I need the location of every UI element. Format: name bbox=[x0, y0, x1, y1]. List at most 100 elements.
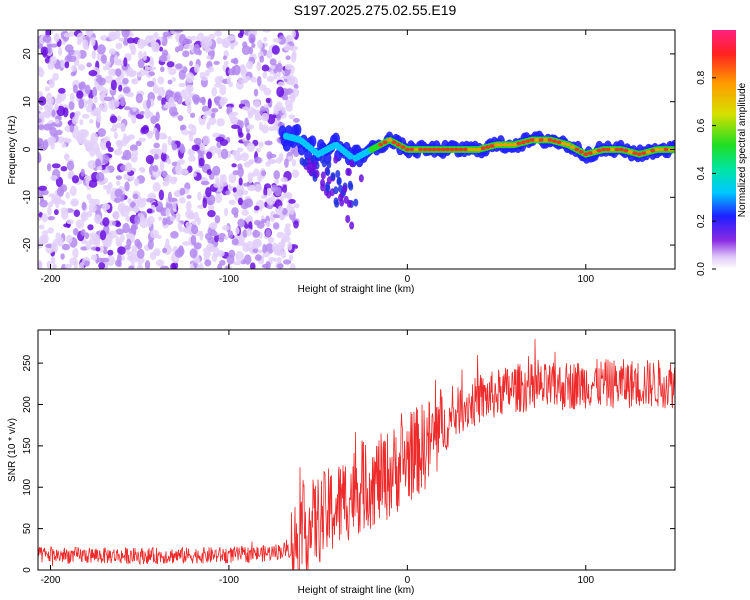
spectrogram-noise-blob bbox=[117, 246, 126, 255]
spectrogram-noise-blob bbox=[52, 72, 59, 81]
chart-title: S197.2025.275.02.55.E19 bbox=[293, 2, 457, 18]
spectrogram-noise-blob bbox=[289, 263, 296, 269]
spectrogram-ridge-core bbox=[552, 139, 558, 143]
spectrogram-noise-blob bbox=[173, 190, 182, 197]
spectrogram-noise-blob bbox=[157, 86, 165, 98]
spectrogram-noise-blob bbox=[133, 178, 140, 187]
spectrogram-noise-blob bbox=[240, 152, 249, 162]
spectrogram-noise-blob bbox=[108, 230, 118, 239]
spectrogram-noise-blob bbox=[275, 101, 283, 112]
spectrogram-tail-blob bbox=[347, 180, 353, 189]
spectrogram-noise-blob bbox=[252, 248, 259, 253]
spectrogram-ridge-core bbox=[614, 147, 620, 152]
spectrogram-noise-blob bbox=[286, 155, 293, 162]
spectrogram-noise-blob bbox=[261, 112, 270, 122]
spectrogram-noise-blob bbox=[211, 253, 218, 263]
spectrogram-tail-blob bbox=[343, 195, 349, 204]
spectrogram-noise-blob bbox=[231, 163, 237, 168]
spectrogram-noise-blob bbox=[209, 230, 218, 237]
spectrogram-ridge-core bbox=[462, 147, 468, 152]
spectrogram-tail-blob bbox=[325, 168, 331, 177]
spectrogram-noise-blob bbox=[264, 140, 273, 146]
spectrogram-noise-blob bbox=[140, 126, 149, 135]
spectrogram-noise-blob bbox=[80, 229, 86, 237]
spectrogram-noise-blob bbox=[60, 253, 65, 260]
spectrogram-noise-blob bbox=[103, 136, 111, 143]
spectrogram-noise-blob bbox=[228, 173, 237, 184]
spectrogram-noise-blob bbox=[210, 112, 216, 119]
spectrogram-noise-blob bbox=[38, 152, 42, 163]
snr-x-tick-label: -100 bbox=[219, 575, 239, 586]
spectrogram-noise-blob bbox=[57, 136, 65, 144]
spectrogram-noise-blob bbox=[291, 159, 297, 167]
spectrogram-noise-blob bbox=[109, 115, 118, 124]
spectrogram-noise-blob bbox=[117, 140, 123, 151]
spectrogram-noise-blob bbox=[137, 248, 145, 259]
spectrogram-noise-blob bbox=[280, 177, 288, 183]
spectrogram-noise-blob bbox=[167, 135, 172, 146]
spectrogram-x-tick-label: -100 bbox=[219, 274, 239, 285]
spectrogram-noise-blob bbox=[86, 193, 92, 201]
spectrogram-noise-blob bbox=[38, 118, 42, 124]
spectrogram-noise-blob bbox=[208, 204, 215, 211]
spectrogram-noise-blob bbox=[259, 55, 265, 63]
spectrogram-noise-blob bbox=[38, 224, 45, 230]
spectrogram-noise-blob bbox=[208, 116, 217, 126]
spectrogram-noise-blob bbox=[232, 187, 237, 193]
spectrogram-noise-blob bbox=[152, 182, 161, 192]
spectrogram-noise-blob bbox=[129, 255, 137, 264]
spectrogram-noise-blob bbox=[273, 257, 278, 263]
spectrogram-noise-blob bbox=[193, 63, 200, 73]
spectrogram-noise-blob bbox=[252, 239, 262, 245]
spectrogram-noise-blob bbox=[115, 175, 122, 180]
spectrogram-noise-blob bbox=[276, 62, 283, 73]
spectrogram-noise-blob bbox=[165, 207, 171, 218]
spectrogram-y-axis: -20 -10 0 10 20 bbox=[22, 48, 675, 252]
spectrogram-noise-blob bbox=[254, 184, 263, 193]
spectrogram-noise-blob bbox=[46, 163, 52, 172]
spectrogram-ridge-core bbox=[583, 152, 589, 157]
spectrogram-noise-blob bbox=[275, 71, 282, 78]
spectrogram-noise-blob bbox=[187, 86, 192, 97]
spectrogram-noise-blob bbox=[181, 129, 190, 136]
spectrogram-noise-blob bbox=[265, 228, 272, 238]
spectrogram-noise-blob bbox=[256, 61, 262, 72]
spectrogram-tail-blob bbox=[345, 167, 351, 176]
spectrogram-noise-blob bbox=[175, 63, 183, 70]
spectrogram-noise-blob bbox=[255, 147, 261, 153]
spectrogram-noise-blob bbox=[167, 191, 172, 203]
spectrogram-noise-blob bbox=[215, 176, 220, 185]
spectrogram-tail-blob bbox=[345, 215, 351, 224]
spectrogram-noise-blob bbox=[214, 76, 222, 85]
spectrogram-ridge-core bbox=[618, 147, 624, 152]
spectrogram-noise-blob bbox=[158, 46, 164, 52]
spectrogram-noise-blob bbox=[266, 203, 274, 210]
spectrogram-noise-blob bbox=[202, 115, 208, 120]
spectrogram-noise-blob bbox=[99, 103, 104, 111]
spectrogram-noise-blob bbox=[262, 30, 271, 33]
spectrogram-noise-blob bbox=[90, 132, 99, 144]
spectrogram-noise-blob bbox=[62, 107, 69, 118]
spectrogram-noise-blob bbox=[86, 145, 94, 153]
spectrogram-noise-blob bbox=[284, 158, 289, 168]
spectrogram-noise-blob bbox=[273, 170, 281, 180]
spectrogram-noise-blob bbox=[76, 90, 84, 99]
spectrogram-noise-blob bbox=[96, 85, 105, 92]
spectrogram-noise-blob bbox=[189, 60, 194, 67]
spectrogram-noise-blob bbox=[219, 174, 225, 185]
spectrogram-noise-blob bbox=[207, 98, 212, 109]
spectrogram-noise-blob bbox=[200, 180, 210, 186]
spectrogram-noise-blob bbox=[253, 98, 261, 108]
spectrogram-noise-blob bbox=[181, 124, 187, 130]
spectrogram-noise-blob bbox=[153, 32, 159, 39]
spectrogram-ridge-core bbox=[632, 151, 638, 155]
spectrogram-noise-blob bbox=[88, 70, 98, 77]
spectrogram-tail-blob bbox=[326, 190, 332, 199]
spectrogram-tail-blob bbox=[337, 184, 343, 193]
spectrogram-tail-blob bbox=[325, 184, 331, 193]
spectrogram-noise-blob bbox=[150, 40, 157, 49]
spectrogram-noise-blob bbox=[244, 198, 254, 208]
spectrogram-noise-blob bbox=[208, 33, 216, 40]
spectrogram-y-tick-label: 0 bbox=[22, 146, 33, 152]
spectrogram-noise-blob bbox=[47, 136, 57, 144]
